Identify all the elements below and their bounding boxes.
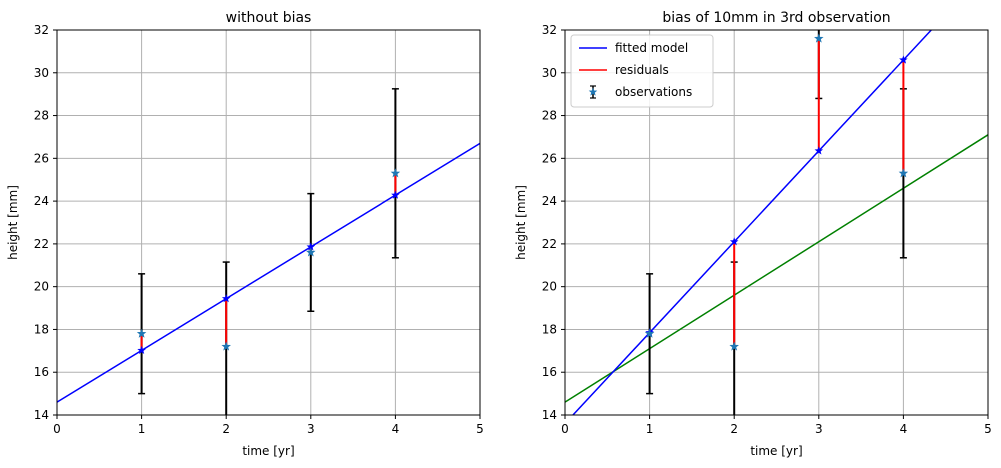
y-tick-label: 14 xyxy=(542,408,557,422)
chart-bias-3rd-observation: 0 1 2 3 4 5 14 16 18 20 22 24 26 28 30 32 time [yr] heigh… xyxy=(514,10,992,458)
fitted-point xyxy=(306,242,316,251)
legend-label-observations: observations xyxy=(615,85,692,99)
legend-swatch-observations xyxy=(588,87,598,96)
observation-point xyxy=(814,33,824,43)
x-tick-label: 4 xyxy=(392,422,400,436)
x-axis-label: time [yr] xyxy=(750,444,802,458)
y-tick-label: 16 xyxy=(34,365,49,379)
y-tick-label: 28 xyxy=(542,109,557,123)
legend-label-fitted-model: fitted model xyxy=(615,41,688,55)
y-tick-label: 18 xyxy=(542,322,557,336)
plot-area xyxy=(565,30,988,415)
x-tick-label: 5 xyxy=(984,422,992,436)
x-tick-label: 1 xyxy=(138,422,146,436)
x-tick-label: 2 xyxy=(730,422,738,436)
y-tick-label: 20 xyxy=(34,280,49,294)
y-tick-label: 22 xyxy=(542,237,557,251)
axes-frame xyxy=(564,29,989,416)
x-tick-label: 4 xyxy=(900,422,908,436)
fitted-point xyxy=(729,237,739,246)
axes-frame xyxy=(56,29,481,416)
x-tick-label: 0 xyxy=(561,422,569,436)
y-tick-label: 20 xyxy=(542,280,557,294)
chart-title: without bias xyxy=(226,10,312,26)
grid xyxy=(56,29,481,416)
y-tick-label: 24 xyxy=(34,194,49,208)
x-tick-label: 1 xyxy=(646,422,654,436)
fitted-point xyxy=(899,55,908,64)
observation-point xyxy=(136,328,147,338)
fitted-point xyxy=(221,294,231,303)
observation-point xyxy=(729,341,739,351)
y-tick-label: 26 xyxy=(542,151,557,165)
fitted-model-line xyxy=(57,142,480,403)
y-tick-label: 32 xyxy=(34,23,49,37)
observation-point xyxy=(221,341,231,351)
y-tick-label: 22 xyxy=(34,237,49,251)
y-tick-label: 28 xyxy=(34,109,49,123)
y-tick-label: 32 xyxy=(542,23,557,37)
y-tick-label: 30 xyxy=(542,66,557,80)
observation-point xyxy=(390,168,401,178)
fitted-point xyxy=(391,190,400,199)
y-axis-label: height [mm] xyxy=(514,185,528,260)
legend-box xyxy=(570,34,714,108)
reference-line xyxy=(565,134,988,403)
y-tick-label: 30 xyxy=(34,66,49,80)
x-axis-label: time [yr] xyxy=(242,444,294,458)
fitted-model-line xyxy=(571,30,933,415)
x-tick-label: 3 xyxy=(307,422,315,436)
observation-point xyxy=(644,328,655,338)
observation-point xyxy=(898,168,909,178)
y-tick-label: 18 xyxy=(34,322,49,336)
chart-without-bias: 0 1 2 3 4 5 14 16 18 20 22 24 26 28 30 32 time [yr] heigh… xyxy=(6,10,484,458)
fitted-point xyxy=(137,345,146,355)
y-tick-label: 16 xyxy=(542,365,557,379)
x-tick-label: 5 xyxy=(476,422,484,436)
y-tick-label: 26 xyxy=(34,151,49,165)
legend: fitted model residuals observations xyxy=(570,34,714,108)
x-tick-label: 2 xyxy=(222,422,230,436)
y-axis-label: height [mm] xyxy=(6,185,20,260)
y-tick-label: 14 xyxy=(34,408,49,422)
observation-point xyxy=(306,247,316,257)
x-tick-label: 0 xyxy=(53,422,61,436)
chart-title: bias of 10mm in 3rd observation xyxy=(662,10,890,26)
legend-label-residuals: residuals xyxy=(615,63,669,77)
plot-area xyxy=(57,88,480,415)
x-tick-label: 3 xyxy=(815,422,823,436)
y-tick-label: 24 xyxy=(542,194,557,208)
fitted-point xyxy=(814,146,824,155)
